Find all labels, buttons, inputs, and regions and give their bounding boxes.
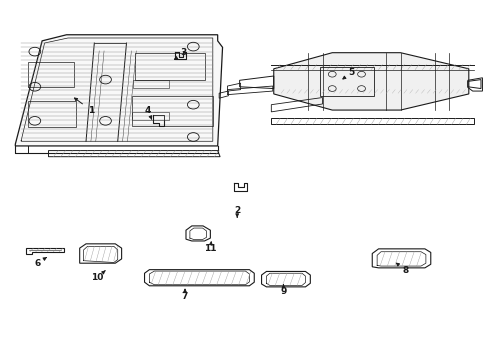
- Text: 11: 11: [203, 244, 216, 253]
- Text: 5: 5: [348, 68, 354, 77]
- Text: 4: 4: [144, 105, 151, 114]
- Text: 6: 6: [34, 259, 41, 268]
- Text: 9: 9: [280, 287, 286, 296]
- Polygon shape: [15, 35, 222, 146]
- Text: 3: 3: [180, 48, 186, 57]
- Text: 8: 8: [402, 266, 407, 275]
- Text: 1: 1: [88, 105, 94, 114]
- Text: 10: 10: [91, 273, 103, 282]
- Text: 2: 2: [234, 206, 240, 215]
- Text: 7: 7: [182, 292, 188, 301]
- Polygon shape: [273, 53, 468, 110]
